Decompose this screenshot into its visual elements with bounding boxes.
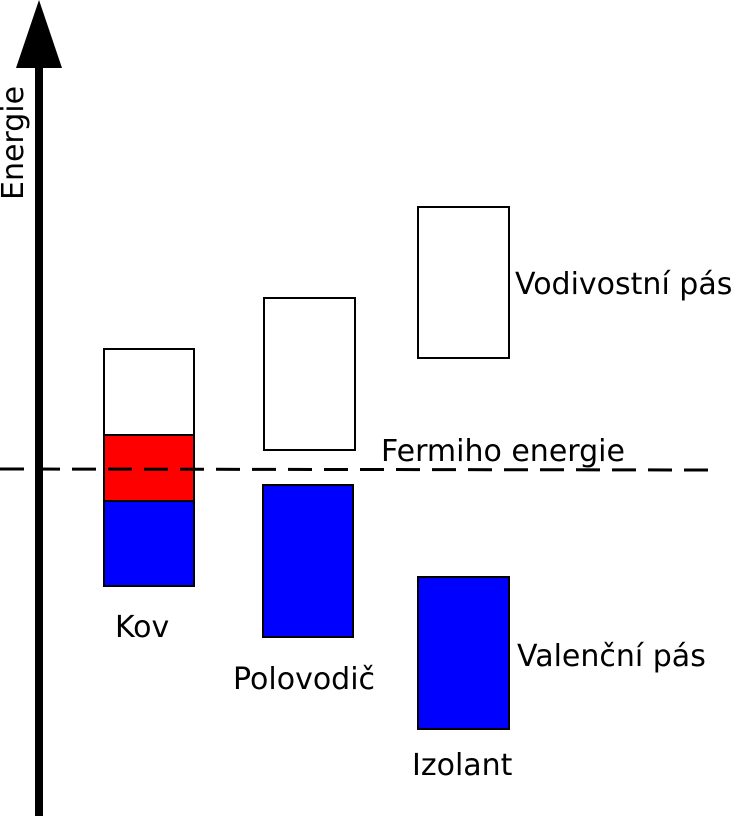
material-label-metal: Kov bbox=[115, 610, 169, 645]
metal-valence-band bbox=[103, 500, 195, 587]
fermi-level-label: Fermiho energie bbox=[381, 434, 625, 469]
metal-conduction-empty bbox=[103, 348, 195, 436]
semiconductor-valence-band bbox=[262, 484, 354, 638]
energy-axis-label: Energie bbox=[0, 86, 31, 200]
material-label-semiconductor: Polovodič bbox=[233, 662, 375, 697]
material-label-insulator: Izolant bbox=[412, 748, 513, 783]
energy-axis-arrowhead bbox=[16, 0, 62, 68]
fermi-level-line bbox=[0, 467, 713, 472]
valence-band-label: Valenční pás bbox=[517, 639, 706, 674]
semiconductor-conduction-band bbox=[263, 297, 356, 451]
insulator-conduction-band bbox=[417, 206, 510, 359]
insulator-valence-band bbox=[417, 576, 510, 730]
conduction-band-label: Vodivostní pás bbox=[515, 267, 732, 302]
